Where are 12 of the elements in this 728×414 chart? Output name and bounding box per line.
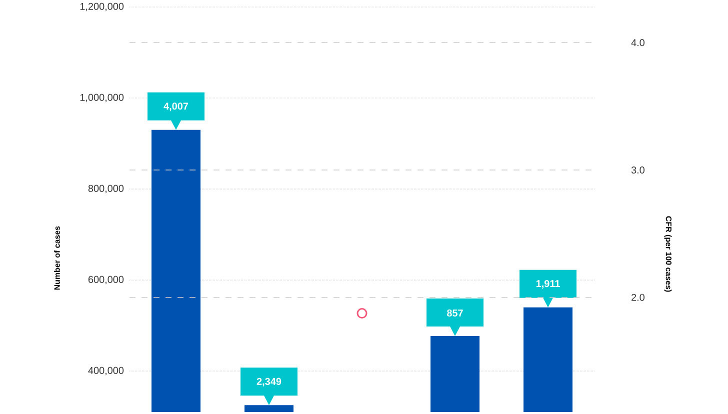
y2-tick-label: 4.0 xyxy=(631,39,644,46)
annotation: 1,911 xyxy=(536,280,560,289)
y-tick-label: 800,000 xyxy=(88,184,124,194)
annotation: 4,007 xyxy=(164,102,188,112)
y-tick-label: 1,000,000 xyxy=(80,94,124,102)
y-tick-label: 400,000 xyxy=(88,366,124,376)
annotation: 2,349 xyxy=(256,378,282,386)
y-tick-label: 1,200,000 xyxy=(80,2,124,12)
annotation: 857 xyxy=(447,309,463,317)
y-tick-label: 600,000 xyxy=(88,276,124,284)
y2-tick-label: 2.0 xyxy=(632,294,644,301)
y2-tick-label: 3.0 xyxy=(631,166,644,174)
